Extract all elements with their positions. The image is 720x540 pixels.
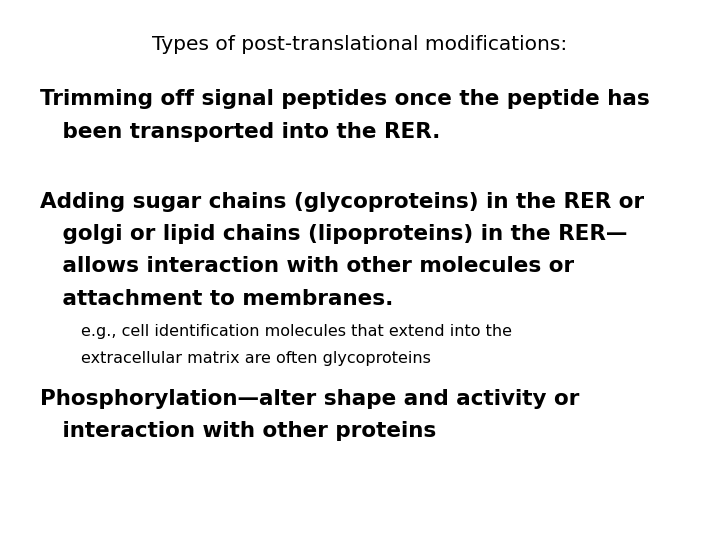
Text: golgi or lipid chains (lipoproteins) in the RER—: golgi or lipid chains (lipoproteins) in … (40, 224, 627, 244)
Text: attachment to membranes.: attachment to membranes. (40, 289, 393, 309)
Text: e.g., cell identification molecules that extend into the: e.g., cell identification molecules that… (40, 324, 512, 339)
Text: allows interaction with other molecules or: allows interaction with other molecules … (40, 256, 574, 276)
Text: extracellular matrix are often glycoproteins: extracellular matrix are often glycoprot… (40, 351, 431, 366)
Text: Adding sugar chains (glycoproteins) in the RER or: Adding sugar chains (glycoproteins) in t… (40, 192, 644, 212)
Text: Phosphorylation—alter shape and activity or: Phosphorylation—alter shape and activity… (40, 389, 579, 409)
Text: Trimming off signal peptides once the peptide has: Trimming off signal peptides once the pe… (40, 89, 649, 109)
Text: interaction with other proteins: interaction with other proteins (40, 421, 436, 441)
Text: been transported into the RER.: been transported into the RER. (40, 122, 440, 141)
Text: Types of post-translational modifications:: Types of post-translational modification… (153, 35, 567, 54)
